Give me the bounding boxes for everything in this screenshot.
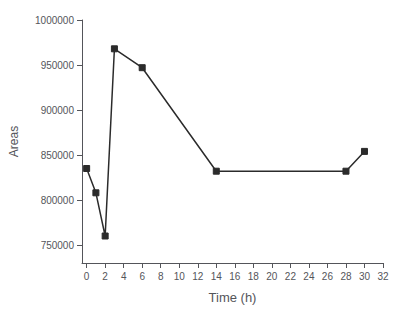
svg-text:800000: 800000 <box>41 195 75 206</box>
svg-text:22: 22 <box>285 271 297 282</box>
svg-text:900000: 900000 <box>41 105 75 116</box>
svg-text:14: 14 <box>211 271 223 282</box>
svg-text:Areas: Areas <box>7 126 21 157</box>
svg-text:6: 6 <box>139 271 145 282</box>
svg-text:Time (h): Time (h) <box>209 290 257 305</box>
svg-text:24: 24 <box>303 271 315 282</box>
svg-text:18: 18 <box>248 271 260 282</box>
svg-text:30: 30 <box>359 271 371 282</box>
svg-text:16: 16 <box>229 271 241 282</box>
svg-text:8: 8 <box>158 271 164 282</box>
svg-text:12: 12 <box>192 271 204 282</box>
svg-text:950000: 950000 <box>41 60 75 71</box>
svg-text:1000000: 1000000 <box>35 15 74 26</box>
svg-text:0: 0 <box>84 271 90 282</box>
svg-text:28: 28 <box>340 271 352 282</box>
svg-text:32: 32 <box>377 271 389 282</box>
svg-text:4: 4 <box>121 271 127 282</box>
svg-text:20: 20 <box>266 271 278 282</box>
svg-text:10: 10 <box>174 271 186 282</box>
svg-text:26: 26 <box>322 271 334 282</box>
svg-text:750000: 750000 <box>41 240 75 251</box>
svg-text:850000: 850000 <box>41 150 75 161</box>
svg-text:2: 2 <box>102 271 108 282</box>
